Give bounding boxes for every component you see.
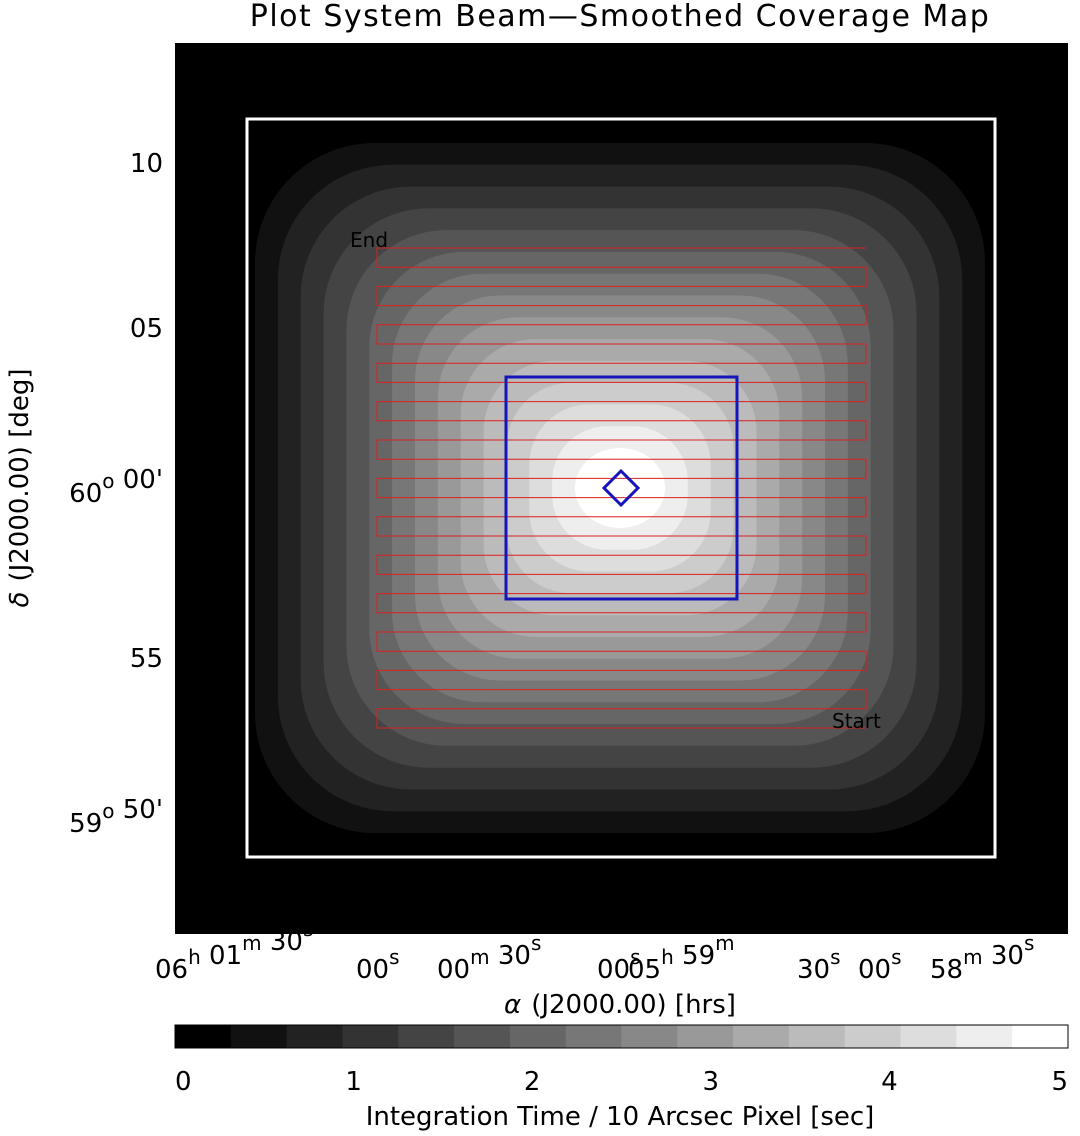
colorbar-tick-0: 0 — [175, 1067, 192, 1097]
colorbar-segment — [230, 1025, 288, 1048]
colorbar-segment — [342, 1025, 399, 1048]
coverage-level-15 — [575, 448, 665, 528]
colorbar-ticks: 0 1 2 3 4 5 — [175, 1067, 1068, 1097]
y-tick-label-2: 60o 00' — [69, 465, 163, 509]
x-axis-label: α (J2000.00) [hrs] — [504, 990, 736, 1020]
x-tick-label-4: 05h 59m — [628, 931, 735, 985]
colorbar-segment — [677, 1025, 734, 1048]
y-axis-label: δ (J2000.00) [deg] — [5, 369, 35, 608]
colorbar-segment — [509, 1025, 567, 1048]
x-tick-label-1: 00s — [356, 945, 400, 985]
scan-start-label: Start — [832, 709, 881, 733]
colorbar-segment — [286, 1025, 344, 1048]
x-tick-label-7: 58m 30s — [930, 931, 1034, 985]
y-axis-symbol: δ — [5, 592, 35, 608]
center-marker — [601, 468, 641, 508]
colorbar-segment — [565, 1025, 623, 1048]
y-tick-label-1: 05 — [130, 314, 163, 344]
colorbar-tick-3: 3 — [703, 1067, 720, 1097]
x-tick-label-2: 00m 30s — [437, 931, 541, 985]
chart-title: Plot System Beam—Smoothed Coverage Map — [250, 0, 991, 34]
colorbar-tick-5: 5 — [1051, 1067, 1068, 1097]
x-tick-label-3: 00s — [597, 945, 641, 985]
colorbar — [174, 1024, 1069, 1049]
colorbar-segment — [733, 1025, 790, 1048]
colorbar-segment — [900, 1025, 957, 1048]
colorbar-segment — [788, 1025, 846, 1048]
colorbar-tick-4: 4 — [881, 1067, 898, 1097]
x-tick-label-5: 30s — [797, 945, 841, 985]
x-axis-symbol: α — [504, 990, 521, 1020]
colorbar-frame — [174, 1024, 1069, 1049]
colorbar-segment — [956, 1025, 1013, 1048]
colorbar-segment — [621, 1025, 678, 1048]
x-tick-label-0: 06h 01m 30s — [155, 917, 313, 985]
x-tick-label-6: 00s — [858, 945, 902, 985]
colorbar-segment — [398, 1025, 455, 1048]
colorbar-segment — [1012, 1025, 1069, 1048]
y-tick-labels: 10 05 60o 00' 55 59o 50' — [69, 149, 163, 839]
colorbar-segment — [175, 1025, 232, 1048]
scan-path — [376, 247, 867, 729]
y-tick-label-0: 10 — [130, 149, 163, 179]
colorbar-tick-1: 1 — [345, 1067, 362, 1097]
scan-end-label: End — [350, 228, 388, 252]
y-tick-label-4: 59o 50' — [69, 795, 163, 839]
colorbar-segment — [844, 1025, 902, 1048]
map-overlays: Start End — [245, 117, 997, 859]
field-boundary-box — [245, 117, 997, 859]
colorbar-tick-2: 2 — [524, 1067, 541, 1097]
y-axis-label-text: (J2000.00) [deg] — [5, 369, 35, 582]
x-axis-label-text: (J2000.00) [hrs] — [531, 990, 736, 1020]
colorbar-label: Integration Time / 10 Arcsec Pixel [sec] — [366, 1102, 875, 1132]
y-tick-label-3: 55 — [130, 644, 163, 674]
inner-region-box — [504, 375, 739, 601]
colorbar-segment — [454, 1025, 511, 1048]
